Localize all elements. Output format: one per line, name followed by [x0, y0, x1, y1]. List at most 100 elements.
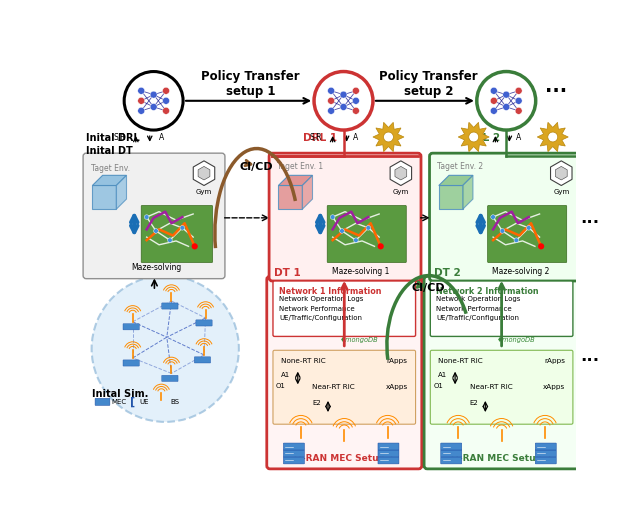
Text: A: A [159, 133, 164, 142]
Circle shape [145, 215, 149, 219]
Text: DT 1: DT 1 [274, 268, 301, 278]
Polygon shape [395, 167, 407, 180]
FancyBboxPatch shape [535, 450, 556, 457]
Text: xApps: xApps [543, 384, 565, 390]
Circle shape [340, 104, 347, 111]
FancyBboxPatch shape [123, 323, 140, 330]
Text: Policy Transfer
setup 2: Policy Transfer setup 2 [380, 70, 478, 98]
Polygon shape [92, 176, 127, 186]
FancyBboxPatch shape [273, 350, 415, 424]
Text: UE/Traffic/Configuration: UE/Traffic/Configuration [436, 315, 520, 321]
Text: DT 2: DT 2 [434, 268, 461, 278]
Text: xApps: xApps [385, 384, 408, 390]
Polygon shape [278, 176, 312, 186]
Circle shape [468, 132, 479, 142]
FancyBboxPatch shape [162, 303, 178, 309]
Circle shape [503, 91, 509, 98]
Text: A1: A1 [438, 372, 447, 378]
Text: DRL 2: DRL 2 [466, 133, 500, 143]
Text: rApps: rApps [387, 358, 408, 364]
Circle shape [491, 215, 495, 219]
Text: Maze-solving 1: Maze-solving 1 [332, 267, 389, 276]
Circle shape [150, 104, 157, 111]
Text: Maze-solving 2: Maze-solving 2 [492, 267, 550, 276]
Text: O1: O1 [433, 383, 444, 389]
Text: O-RAN MEC Setup 1: O-RAN MEC Setup 1 [294, 454, 394, 463]
FancyBboxPatch shape [123, 360, 140, 366]
Circle shape [515, 107, 522, 114]
Circle shape [503, 104, 509, 111]
Text: CI/CD: CI/CD [240, 162, 273, 172]
FancyBboxPatch shape [429, 153, 581, 281]
FancyBboxPatch shape [95, 398, 110, 405]
Circle shape [163, 87, 170, 94]
Text: ...: ... [545, 78, 567, 96]
Text: Taget Env.: Taget Env. [91, 164, 130, 173]
Text: Inital DT: Inital DT [86, 146, 133, 156]
Circle shape [526, 226, 531, 230]
Text: ...: ... [580, 347, 599, 365]
Text: Maze-solving: Maze-solving [131, 263, 181, 272]
Text: None-RT RIC: None-RT RIC [438, 358, 483, 364]
Text: S,R: S,R [114, 133, 127, 142]
Circle shape [191, 243, 198, 250]
Circle shape [154, 229, 158, 233]
FancyBboxPatch shape [196, 320, 212, 326]
Circle shape [548, 132, 557, 142]
Text: A1: A1 [281, 372, 290, 378]
Circle shape [163, 97, 170, 104]
FancyBboxPatch shape [424, 276, 579, 469]
FancyBboxPatch shape [284, 450, 305, 457]
FancyBboxPatch shape [441, 443, 461, 450]
Text: Taget Env. 1: Taget Env. 1 [277, 162, 323, 171]
Circle shape [180, 226, 184, 230]
Circle shape [330, 215, 335, 219]
Polygon shape [537, 122, 568, 152]
Circle shape [353, 238, 358, 243]
Text: Near-RT RIC: Near-RT RIC [470, 384, 513, 390]
FancyBboxPatch shape [378, 457, 399, 464]
Polygon shape [439, 176, 473, 186]
Text: Gym: Gym [196, 189, 212, 195]
Text: ♦mongoDB: ♦mongoDB [340, 337, 378, 343]
Circle shape [366, 226, 371, 230]
Circle shape [353, 87, 360, 94]
Circle shape [538, 243, 544, 250]
Text: Inital Sim.: Inital Sim. [92, 389, 148, 399]
Circle shape [328, 87, 335, 94]
Circle shape [378, 243, 384, 250]
FancyBboxPatch shape [378, 450, 399, 457]
Text: Network Operation Logs: Network Operation Logs [436, 296, 521, 302]
Text: O1: O1 [276, 383, 286, 389]
FancyBboxPatch shape [488, 205, 566, 262]
Circle shape [477, 71, 536, 130]
Polygon shape [302, 176, 312, 209]
FancyBboxPatch shape [195, 357, 211, 363]
Polygon shape [116, 176, 127, 209]
Text: Network Performance: Network Performance [436, 305, 512, 312]
Text: ...: ... [580, 209, 599, 227]
FancyBboxPatch shape [441, 457, 461, 464]
Text: Network 1 Information: Network 1 Information [279, 287, 381, 296]
Circle shape [92, 276, 239, 422]
Text: BS: BS [170, 399, 179, 405]
FancyBboxPatch shape [273, 281, 415, 336]
Text: ♦mongoDB: ♦mongoDB [497, 337, 536, 343]
Circle shape [353, 107, 360, 114]
Circle shape [138, 97, 145, 104]
Text: S,R: S,R [472, 133, 484, 142]
Polygon shape [390, 161, 412, 186]
Circle shape [138, 87, 145, 94]
Text: E2: E2 [312, 400, 321, 405]
FancyBboxPatch shape [284, 457, 305, 464]
Text: Inital DRL: Inital DRL [86, 133, 140, 143]
FancyBboxPatch shape [284, 443, 305, 450]
Text: CI/CD: CI/CD [412, 283, 445, 293]
FancyBboxPatch shape [535, 457, 556, 464]
Text: UE: UE [139, 399, 148, 405]
FancyBboxPatch shape [430, 350, 573, 424]
Text: Policy Transfer
setup 1: Policy Transfer setup 1 [201, 70, 300, 98]
Polygon shape [198, 167, 210, 180]
Text: DRL 1: DRL 1 [303, 133, 337, 143]
Polygon shape [458, 122, 489, 152]
